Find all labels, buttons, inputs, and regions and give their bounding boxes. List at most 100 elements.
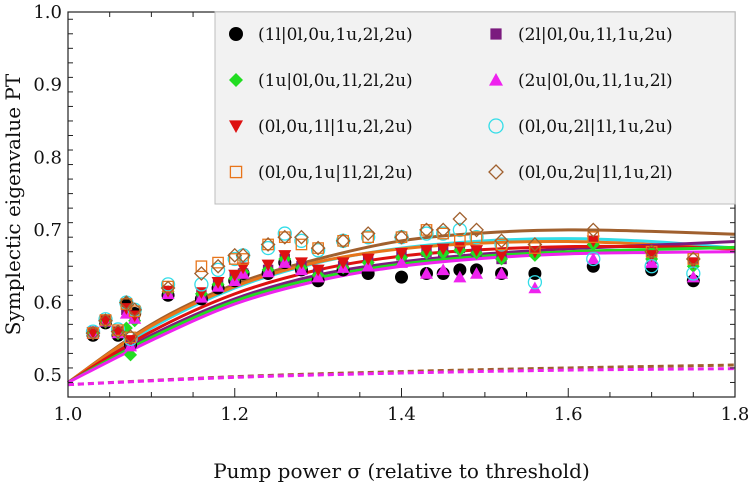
- data-point-s7-0: [85, 325, 101, 341]
- data-point-s3-21: [470, 267, 484, 279]
- legend-label: (1u|0l,0u,1l,2l,2u): [258, 71, 413, 91]
- data-point-s0-20: [453, 263, 467, 277]
- data-point-s3-18: [420, 267, 434, 279]
- y-tick-label: 0.9: [33, 75, 62, 96]
- legend-label: (0l,0u,1l|1u,2l,2u): [258, 117, 413, 137]
- data-point-s4-26: [686, 257, 700, 270]
- data-point-s5-24: [586, 251, 601, 267]
- data-point-s3-13: [294, 263, 308, 276]
- data-point-s2-4: [124, 348, 138, 362]
- data-point-s7-2: [110, 324, 126, 340]
- data-point-s7-23: [527, 237, 543, 252]
- y-tick-label: 0.5: [33, 365, 62, 386]
- data-point-s4-17: [395, 247, 408, 260]
- data-point-s4-9: [228, 269, 242, 282]
- data-point-s3-19: [436, 263, 450, 276]
- data-point-s5-25: [644, 259, 659, 274]
- legend-marker-7: [488, 164, 504, 180]
- data-point-s3-17: [395, 256, 408, 268]
- data-point-s7-17: [394, 229, 409, 245]
- legend-marker-6: [229, 165, 243, 179]
- data-point-s7-13: [294, 229, 309, 245]
- data-point-s6-14: [312, 242, 324, 254]
- data-point-s7-15: [335, 233, 351, 249]
- data-point-s0-17: [395, 270, 408, 284]
- data-point-s7-7: [193, 266, 209, 281]
- data-point-s4-1: [99, 315, 113, 328]
- legend-marker-3: [489, 73, 503, 86]
- data-point-s6-13: [295, 238, 308, 251]
- data-point-s6-16: [362, 231, 375, 244]
- data-point-s4-18: [420, 245, 434, 257]
- data-point-s7-19: [435, 222, 451, 238]
- legend-marker-5: [488, 118, 504, 134]
- data-point-s4-13: [294, 257, 308, 270]
- data-point-s6-7: [195, 260, 208, 273]
- data-point-s4-25: [645, 250, 659, 262]
- data-point-s7-14: [310, 240, 326, 256]
- x-tick-label: 1.4: [387, 404, 416, 425]
- data-point-s7-12: [277, 229, 293, 245]
- data-point-s3-23: [528, 281, 542, 294]
- data-point-s5-18: [419, 226, 434, 241]
- data-point-s7-4: [123, 329, 138, 345]
- data-point-s5-22: [494, 237, 509, 252]
- data-point-s3-16: [361, 259, 375, 272]
- legend-label: (1l|0l,0u,1u,2l,2u): [258, 25, 413, 45]
- data-point-s3-11: [261, 265, 275, 278]
- y-tick-label: 0.8: [33, 147, 62, 168]
- data-point-s5-26: [686, 266, 701, 281]
- data-point-s4-22: [495, 250, 509, 262]
- data-point-s7-10: [235, 247, 251, 263]
- dashed-baseline-0: [67, 363, 736, 387]
- data-point-s5-19: [436, 226, 451, 241]
- data-point-s7-21: [469, 222, 484, 238]
- legend-label: (0l,0u,1u|1l,2l,2u): [258, 163, 413, 183]
- data-point-s4-11: [261, 259, 275, 272]
- data-point-s5-16: [360, 230, 376, 245]
- data-point-s5-7: [194, 277, 209, 292]
- data-points: [85, 211, 701, 362]
- data-point-s5-6: [160, 277, 176, 292]
- data-point-s6-8: [212, 256, 224, 269]
- data-point-s6-21: [470, 231, 483, 244]
- data-point-s3-20: [453, 270, 467, 283]
- data-point-s7-24: [585, 222, 601, 238]
- data-point-s3-22: [495, 267, 509, 279]
- data-point-s6-15: [337, 234, 349, 247]
- legend-marker-4: [229, 120, 243, 133]
- data-point-s6-26: [687, 253, 700, 265]
- data-point-s5-14: [310, 243, 326, 258]
- data-point-s6-12: [278, 231, 291, 244]
- data-point-s7-3: [118, 295, 134, 310]
- data-point-s7-26: [685, 251, 701, 267]
- data-point-s4-21: [470, 245, 484, 257]
- data-point-s6-17: [395, 231, 408, 244]
- data-point-s4-4: [124, 335, 138, 347]
- data-point-s6-25: [645, 245, 658, 258]
- dashed-baselines: [67, 363, 736, 387]
- legend-label: (2u|0l,0u,1l,1u,2l): [518, 71, 673, 91]
- data-point-s7-25: [644, 244, 660, 260]
- data-point-s6-19: [437, 227, 450, 240]
- data-point-s6-0: [87, 327, 99, 339]
- dashed-baseline-1: [67, 367, 736, 387]
- data-point-s4-2: [111, 326, 125, 339]
- data-point-s4-15: [336, 257, 350, 270]
- data-point-s7-6: [160, 280, 176, 296]
- legend-marker-2: [229, 73, 243, 87]
- x-tick-label: 1.8: [721, 404, 748, 425]
- y-axis-title: Symplectic eigenvalue PT: [1, 73, 25, 335]
- data-point-s5-9: [227, 251, 242, 267]
- data-point-s6-24: [587, 231, 600, 244]
- data-point-s7-8: [210, 258, 226, 274]
- data-point-s4-23: [528, 246, 542, 259]
- data-point-s6-20: [454, 234, 466, 247]
- data-point-s7-1: [98, 313, 113, 329]
- data-point-s7-11: [260, 237, 276, 252]
- y-tick-label: 1.0: [33, 2, 62, 23]
- data-point-s5-8: [210, 262, 226, 278]
- data-point-s4-16: [361, 253, 375, 266]
- data-point-s7-5: [127, 302, 143, 318]
